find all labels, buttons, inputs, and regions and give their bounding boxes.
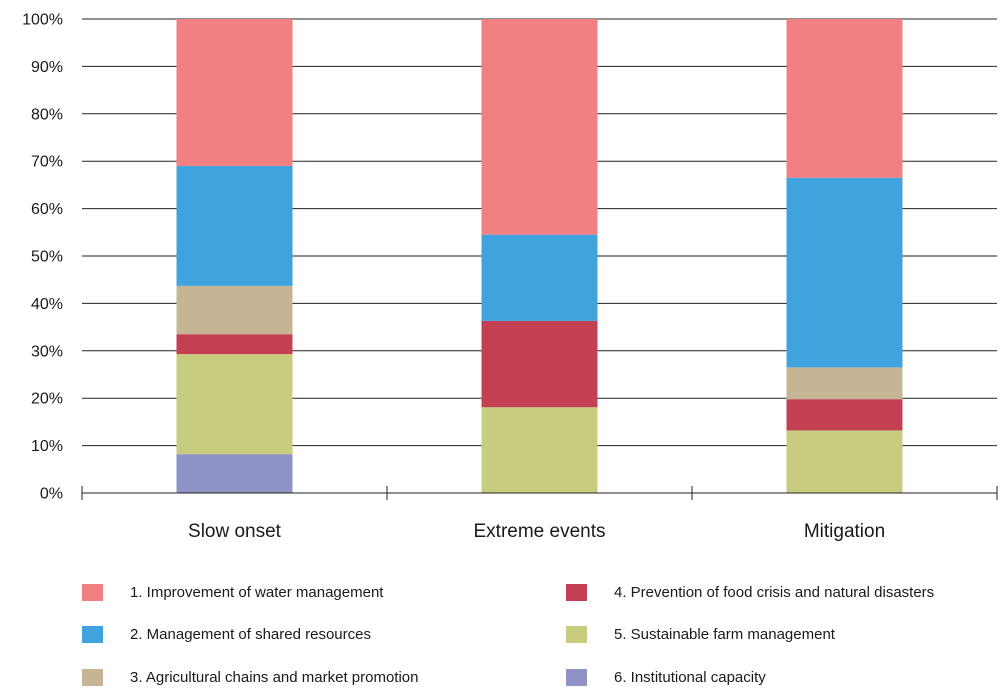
bars	[176, 19, 903, 493]
y-tick-label: 20%	[31, 391, 63, 408]
bar-segment	[786, 367, 903, 400]
bar-segment	[786, 19, 903, 178]
x-tick-label: Extreme events	[474, 521, 606, 542]
bar-segment	[176, 285, 293, 335]
y-tick-label: 90%	[31, 59, 63, 76]
bar-segment	[481, 234, 598, 321]
bar-segment	[176, 165, 293, 286]
bar-segment	[481, 407, 598, 493]
y-tick-label: 80%	[31, 106, 63, 123]
y-tick-label: 0%	[40, 486, 63, 503]
bar-segment	[786, 399, 903, 431]
bar-segment	[176, 354, 293, 455]
bar-segment	[481, 19, 598, 235]
bar-segment	[176, 454, 293, 493]
bar-segment	[786, 177, 903, 368]
y-tick-label: 10%	[31, 438, 63, 455]
y-tick-label: 40%	[31, 296, 63, 313]
y-tick-labels: 0% 10% 20% 30% 40% 50% 60% 70% 80% 90% 100%	[22, 12, 63, 503]
bar-segment	[176, 334, 293, 355]
x-tick-labels: Slow onset Extreme events Mitigation	[188, 521, 885, 542]
y-tick-label: 30%	[31, 343, 63, 360]
x-axis	[81, 486, 998, 500]
y-tick-label: 70%	[31, 154, 63, 171]
y-tick-label: 100%	[22, 12, 63, 29]
bar-segment	[176, 19, 293, 166]
bar-segment	[786, 430, 903, 493]
y-tick-label: 50%	[31, 249, 63, 266]
bar-segment	[481, 320, 598, 408]
x-tick-label: Slow onset	[188, 521, 282, 542]
x-tick-label: Mitigation	[804, 521, 885, 542]
y-tick-label: 60%	[31, 201, 63, 218]
